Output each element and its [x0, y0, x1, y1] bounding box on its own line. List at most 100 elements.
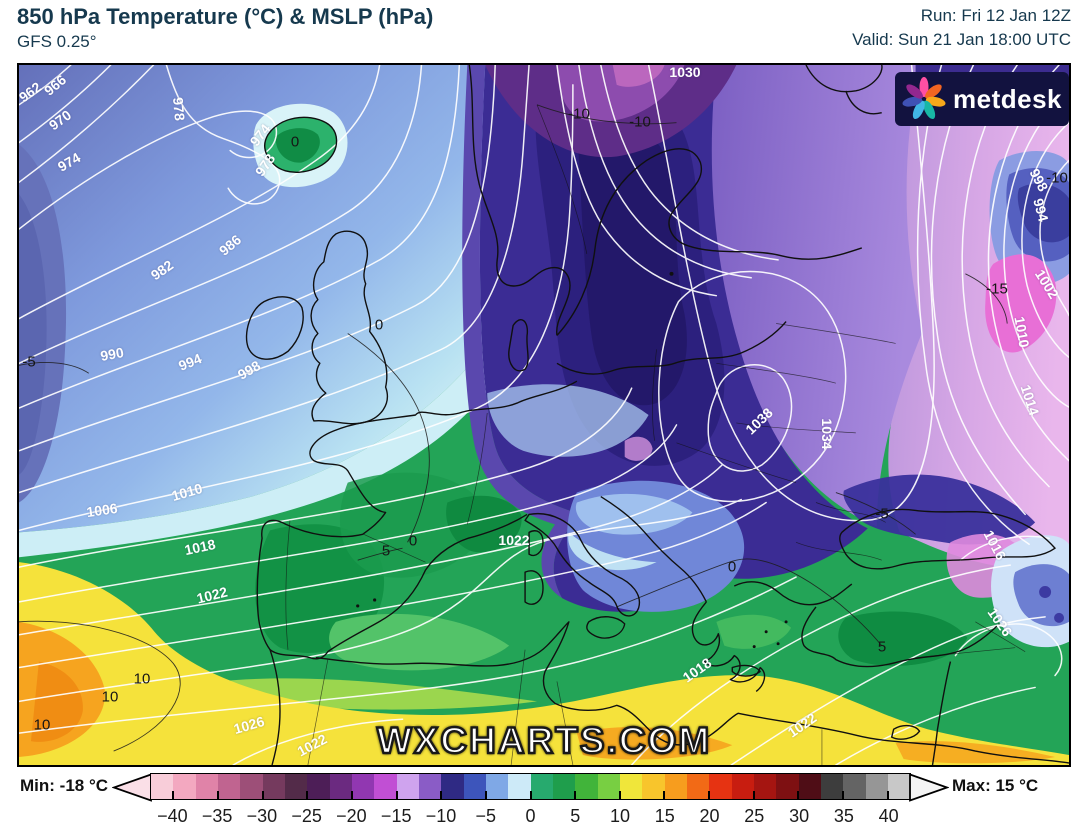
temperature-label: -10	[629, 113, 651, 131]
isobar-label: 1030	[669, 64, 701, 80]
colorbar-segment	[217, 774, 241, 799]
colorbar-segment	[463, 774, 486, 799]
colorbar-segment	[619, 774, 643, 799]
colorbar-segment	[753, 774, 777, 799]
colorbar-segment	[820, 774, 844, 799]
colorbar-tick	[842, 791, 845, 799]
colorbar-segment	[329, 774, 352, 799]
colorbar-tick	[306, 791, 309, 799]
colorbar-bar	[150, 773, 911, 800]
colorbar-tick-label: 0	[525, 806, 536, 826]
colorbar-right-arrow	[909, 773, 949, 802]
colorbar-segment	[530, 774, 553, 799]
watermark: WXCHARTS.COM	[376, 719, 712, 762]
colorbar-segment	[865, 774, 888, 799]
temperature-label: -10	[1046, 169, 1068, 187]
colorbar-segment	[195, 774, 218, 799]
metdesk-pinwheel-icon	[902, 77, 946, 120]
colorbar-tick	[574, 791, 577, 799]
colorbar-tick	[797, 791, 800, 799]
colorbar-tick	[618, 791, 621, 799]
colorbar-segment	[731, 774, 754, 799]
colorbar-tick-label: −15	[380, 806, 412, 826]
colorbar-tick-label: −20	[336, 806, 367, 826]
colorbar-segment	[552, 774, 576, 799]
colorbar-segment	[151, 774, 174, 799]
colorbar-tick	[752, 791, 755, 799]
colorbar-segment	[508, 774, 531, 799]
colorbar-tick	[886, 791, 889, 799]
colorbar-segment	[441, 774, 464, 799]
temperature-label: 10	[33, 716, 51, 734]
colorbar-segment	[597, 774, 620, 799]
max-temp-label: Max: 15 °C	[952, 776, 1039, 795]
isobar-label: 978	[170, 96, 188, 122]
colorbar-tick-label: 15	[654, 806, 675, 826]
colorbar-segment	[307, 774, 330, 799]
map-canvas: 962 966 970 974 978 974 978 982 986 990 994 998 1006…	[17, 63, 1071, 767]
colorbar-tick	[663, 791, 666, 799]
colorbar-tick	[484, 791, 487, 799]
colorbar-tick-label: 35	[833, 806, 854, 826]
country-borders	[285, 104, 1026, 765]
colorbar-tick-label: 40	[878, 806, 899, 826]
colorbar-segment	[887, 774, 911, 799]
colorbar-segment	[709, 774, 732, 799]
temperature-label: 0	[290, 133, 300, 151]
colorbar-tick	[350, 791, 353, 799]
temperature-label: 5	[877, 638, 887, 656]
colorbar-segment	[262, 774, 285, 799]
colorbar-segment	[664, 774, 687, 799]
temperature-label: -10	[568, 105, 590, 123]
colorbar-tick	[216, 791, 219, 799]
temperature-label: 0	[374, 316, 384, 334]
colorbar-tick	[440, 791, 443, 799]
colorbar-tick-label: −40	[157, 806, 188, 826]
colorbar-tick-label: 20	[699, 806, 720, 826]
run-timestamp: Run: Fri 12 Jan 12Z	[920, 6, 1071, 25]
temperature-label: 10	[101, 688, 119, 706]
colorbar-segment	[374, 774, 397, 799]
colorbar-tick-label: −30	[246, 806, 278, 826]
colorbar-segment	[575, 774, 598, 799]
metdesk-logo: metdesk	[895, 72, 1069, 126]
colorbar-segment	[173, 774, 196, 799]
colorbar-left-arrow	[112, 773, 152, 802]
isobar-label: 1022	[498, 532, 530, 548]
colorbar-tick-label: −10	[425, 806, 457, 826]
small-islands	[356, 271, 788, 649]
temperature-label: 0	[408, 532, 418, 550]
map-field-svg	[19, 65, 1069, 765]
colorbar-tick	[172, 791, 175, 799]
model-label: GFS 0.25°	[17, 32, 97, 51]
isobar-lines	[19, 65, 1069, 765]
colorbar-tick	[395, 791, 398, 799]
metdesk-logo-text: metdesk	[953, 83, 1062, 114]
colorbar-tick-label: 5	[570, 806, 581, 826]
colorbar-segment	[798, 774, 821, 799]
colorbar-segment	[686, 774, 710, 799]
temperature-label: 0	[727, 558, 737, 576]
colorbar-segment	[843, 774, 866, 799]
colorbar-segment	[240, 774, 263, 799]
colorbar-segment	[351, 774, 375, 799]
colorbar-tick-label: −25	[291, 806, 322, 826]
colorbar-segment	[396, 774, 419, 799]
colorbar-tick	[529, 791, 532, 799]
temperature-label: 10	[133, 670, 151, 688]
page-title: 850 hPa Temperature (°C) & MSLP (hPa)	[17, 4, 434, 29]
temperature-colorbar: Min: -18 °C Max: 15 °C −40 −35 −30 −25 −20 −1…	[0, 770, 1088, 833]
coastlines	[245, 65, 1069, 765]
colorbar-tick	[708, 791, 711, 799]
temperature-label: 5	[381, 542, 391, 560]
colorbar-tick-label: −5	[475, 806, 496, 826]
isobar-label: 1034	[819, 418, 835, 450]
valid-timestamp: Valid: Sun 21 Jan 18:00 UTC	[852, 30, 1071, 49]
temperature-label: -15	[986, 280, 1008, 298]
temperature-label: -5	[875, 505, 889, 523]
temperature-label: -5	[22, 353, 36, 371]
colorbar-tick-label: −35	[201, 806, 233, 826]
colorbar-tick-label: 25	[744, 806, 765, 826]
colorbar-segment	[776, 774, 799, 799]
colorbar-segment	[642, 774, 665, 799]
